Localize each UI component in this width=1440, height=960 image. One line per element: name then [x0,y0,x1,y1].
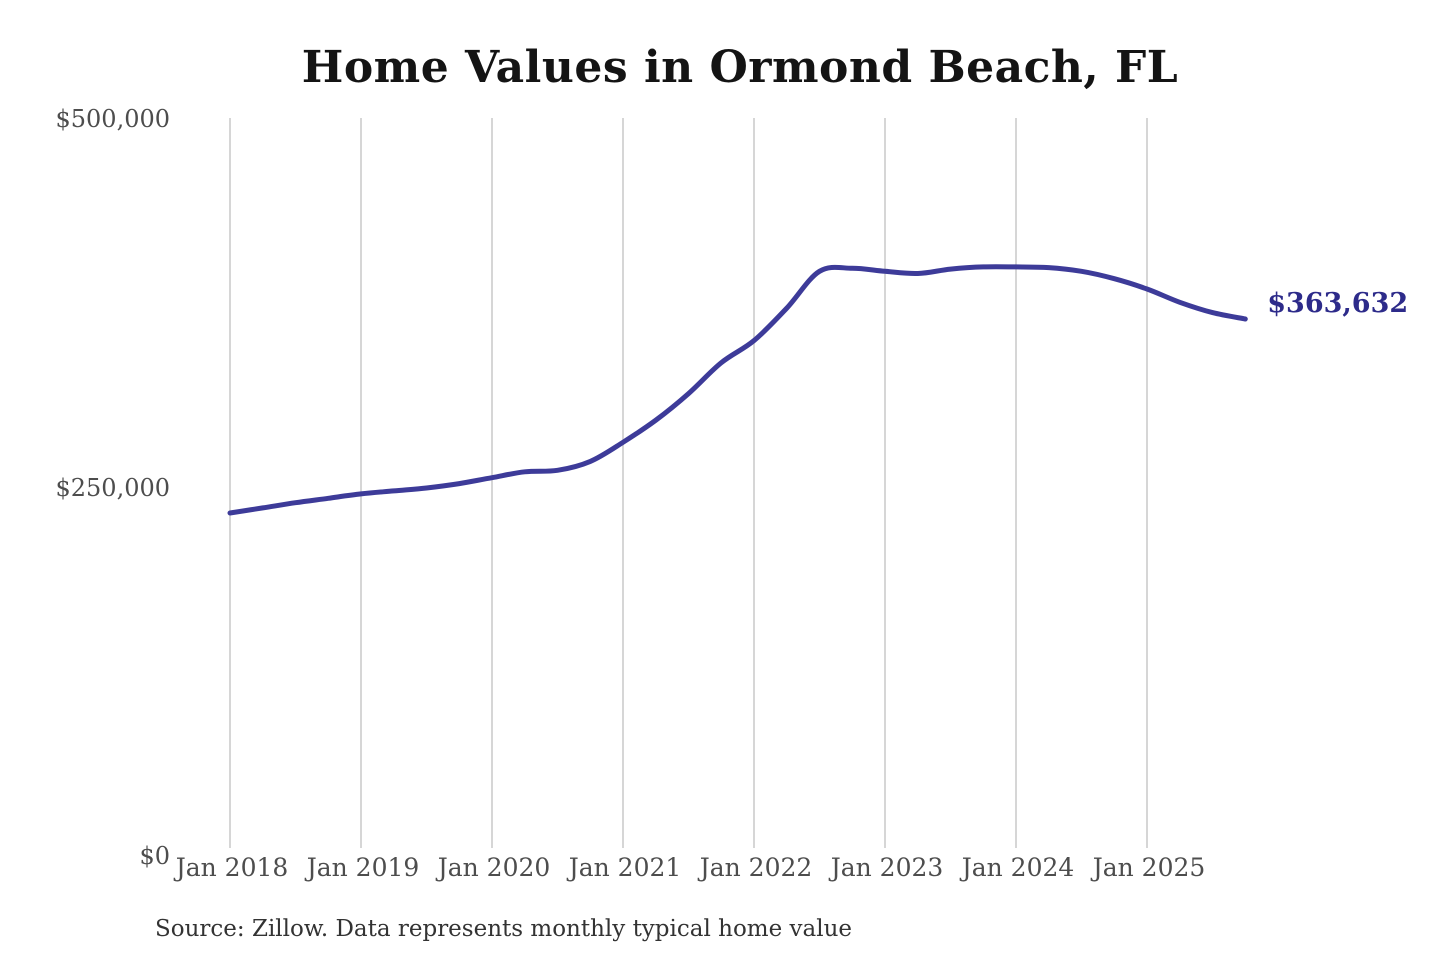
gridlines [229,118,1148,848]
x-tick-label: Jan 2019 [306,853,420,882]
y-tick-label: $250,000 [55,473,170,502]
home-value-line [227,264,1248,516]
x-tick-label: Jan 2022 [699,853,813,882]
x-tick-label: Jan 2021 [568,853,682,882]
x-tick-label: Jan 2025 [1092,853,1206,882]
x-tick-label: Jan 2020 [437,853,551,882]
source-note: Source: Zillow. Data represents monthly … [155,916,853,942]
x-tick-label: Jan 2024 [961,853,1075,882]
chart-title: Home Values in Ormond Beach, FL [301,42,1179,93]
x-tick-label: Jan 2023 [830,853,944,882]
y-tick-label: $500,000 [55,105,170,133]
x-tick-label: Jan 2018 [175,853,289,882]
y-tick-label: $0 [139,842,170,870]
latest-value-label: $363,632 [1267,288,1409,319]
